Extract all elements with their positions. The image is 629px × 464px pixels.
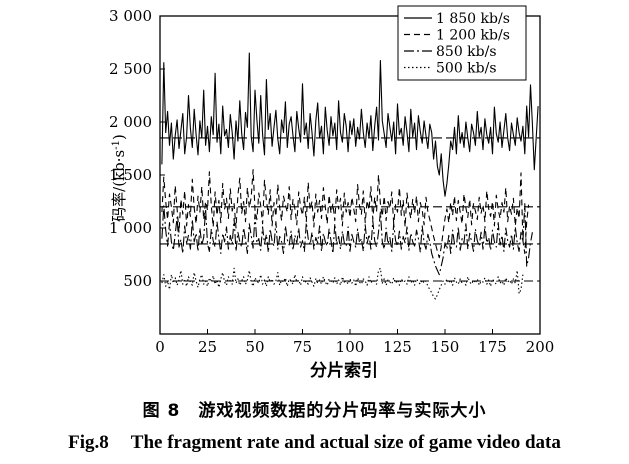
x-tick-label: 150 <box>431 338 460 356</box>
legend-label: 1 850 kb/s <box>436 11 510 27</box>
legend-label: 1 200 kb/s <box>436 28 510 44</box>
series-line-1 <box>161 169 530 259</box>
x-tick-label: 0 <box>155 338 165 356</box>
y-axis-label-main: 码率/(kb·s <box>110 150 128 222</box>
caption-cn-text: 游戏视频数据的分片码率与实际大小 <box>198 401 487 421</box>
caption-cn-number: 图 8 <box>142 401 181 421</box>
y-axis-label-close: ) <box>110 134 128 140</box>
caption-en-number: Fig.8 <box>68 432 109 453</box>
x-tick-label: 200 <box>526 338 555 356</box>
caption-en-text: The fragment rate and actual size of gam… <box>130 432 561 453</box>
axis-layer: 0 25 50 75 100 125 150 175 200 500 1 000 1 500 2 000… <box>109 7 554 356</box>
bitrate-chart: 0 25 50 75 100 125 150 175 200 500 1 000 1 500 2 000… <box>109 5 554 381</box>
y-tick-label: 500 <box>123 272 152 290</box>
legend-label: 500 kb/s <box>436 61 497 77</box>
y-tick-label: 1 000 <box>109 219 152 237</box>
x-tick-label: 75 <box>293 338 312 356</box>
mean-lines <box>160 137 540 282</box>
y-tick-label: 2 500 <box>109 60 152 78</box>
x-axis-label: 分片索引 <box>310 360 378 381</box>
x-tick-label: 100 <box>336 338 365 356</box>
y-axis-label: 码率/(kb·s-1) <box>110 134 128 222</box>
legend-label: 850 kb/s <box>436 44 497 60</box>
y-tick-label: 3 000 <box>109 7 152 25</box>
series-layer <box>161 52 539 300</box>
series-line-3 <box>161 267 524 300</box>
y-tick-label: 2 000 <box>109 113 152 131</box>
x-tick-label: 50 <box>245 338 264 356</box>
x-tick-label: 125 <box>383 338 412 356</box>
x-tick-label: 25 <box>198 338 217 356</box>
series-line-0 <box>161 52 539 197</box>
caption-english: Fig.8 The fragment rate and actual size o… <box>0 432 629 454</box>
y-tick-label: 1 500 <box>109 166 152 184</box>
y-axis-label-sup: -1 <box>111 140 122 150</box>
caption-chinese: 图 8 游戏视频数据的分片码率与实际大小 <box>0 396 629 421</box>
series-line-2 <box>161 203 533 276</box>
x-tick-label: 175 <box>478 338 507 356</box>
